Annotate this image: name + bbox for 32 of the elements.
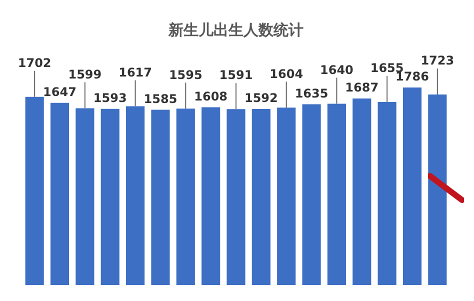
data-label: 1604	[270, 66, 304, 81]
data-label: 1585	[144, 92, 178, 106]
chart-title: 新生儿出生人数统计	[168, 20, 304, 39]
bar	[100, 108, 120, 285]
bar	[151, 110, 170, 285]
data-label: 1640	[320, 62, 354, 77]
bar	[327, 104, 346, 285]
data-label: 1595	[168, 68, 202, 82]
data-label: 1647	[43, 85, 76, 100]
data-label: 1599	[68, 67, 102, 82]
data-label: 1592	[244, 91, 278, 106]
data-label: 1687	[345, 80, 379, 95]
bar	[302, 104, 321, 285]
bar	[378, 102, 396, 285]
data-label: 1635	[294, 86, 328, 100]
bar	[76, 108, 94, 285]
bar	[202, 107, 220, 285]
data-label: 1617	[118, 65, 152, 80]
bar	[50, 102, 70, 285]
data-label: 1608	[194, 89, 228, 104]
bar	[402, 88, 422, 285]
bar	[226, 109, 246, 285]
bar	[176, 108, 195, 285]
bar	[126, 106, 145, 285]
data-label: 1723	[420, 54, 454, 68]
data-label: 1702	[18, 56, 52, 70]
bar	[277, 108, 296, 285]
bar	[352, 98, 372, 285]
bar	[252, 108, 270, 285]
data-label: 1593	[93, 91, 127, 106]
data-label: 1591	[219, 68, 253, 82]
bar	[25, 96, 44, 285]
